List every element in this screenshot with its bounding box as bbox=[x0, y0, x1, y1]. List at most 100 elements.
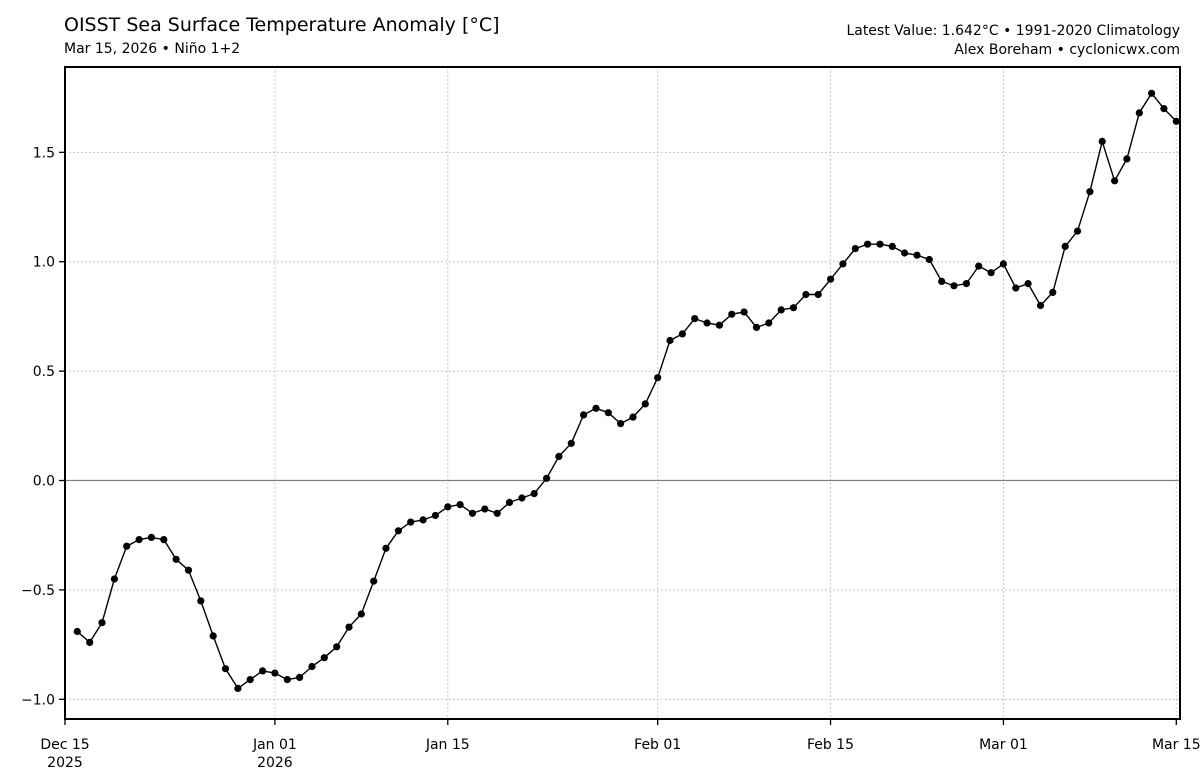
data-point bbox=[1098, 137, 1106, 145]
data-point bbox=[481, 505, 489, 513]
data-point bbox=[827, 275, 835, 283]
data-point bbox=[1135, 109, 1143, 117]
data-point bbox=[654, 374, 662, 382]
data-point bbox=[543, 474, 551, 482]
data-point bbox=[950, 282, 958, 290]
data-point bbox=[604, 409, 612, 417]
data-point bbox=[296, 673, 304, 682]
y-tick-label: 1.0 bbox=[33, 255, 55, 271]
data-point bbox=[518, 494, 526, 502]
data-point bbox=[728, 310, 736, 318]
data-point bbox=[851, 245, 859, 253]
data-point bbox=[703, 319, 711, 327]
x-tick-label: Jan 01 bbox=[252, 737, 297, 753]
data-point bbox=[555, 452, 563, 460]
data-point bbox=[160, 536, 168, 544]
data-point bbox=[407, 518, 415, 526]
data-point bbox=[925, 255, 933, 264]
y-tick-label: −1.0 bbox=[21, 692, 55, 708]
plot-frame bbox=[64, 66, 1181, 720]
data-point bbox=[1160, 105, 1168, 113]
data-point bbox=[73, 627, 81, 636]
data-point bbox=[1012, 284, 1020, 292]
data-point bbox=[617, 420, 625, 428]
data-point bbox=[345, 623, 353, 631]
data-point bbox=[505, 498, 514, 506]
data-point bbox=[975, 262, 983, 270]
data-point bbox=[86, 638, 94, 647]
grid-lines bbox=[65, 67, 1180, 719]
data-point bbox=[197, 597, 205, 605]
data-point bbox=[98, 619, 106, 627]
data-point bbox=[382, 544, 390, 552]
data-point bbox=[110, 575, 118, 583]
data-point bbox=[765, 319, 773, 327]
data-point bbox=[888, 242, 896, 250]
x-tick-label: Feb 15 bbox=[807, 737, 854, 753]
data-point bbox=[431, 511, 439, 520]
data-point bbox=[493, 509, 501, 517]
data-point bbox=[752, 323, 761, 331]
data-point bbox=[962, 280, 971, 288]
y-tick-label: 1.5 bbox=[33, 145, 55, 161]
data-point bbox=[1148, 89, 1156, 97]
data-point bbox=[567, 439, 575, 447]
series-line bbox=[76, 92, 1177, 690]
data-point bbox=[592, 404, 600, 412]
data-point bbox=[987, 269, 995, 277]
x-tick-year-label: 2026 bbox=[257, 755, 293, 771]
data-point bbox=[234, 684, 242, 693]
y-tick-label: −0.5 bbox=[21, 583, 55, 599]
data-point bbox=[123, 542, 131, 550]
data-point bbox=[1024, 280, 1032, 288]
data-point bbox=[802, 290, 810, 299]
data-point bbox=[1061, 242, 1069, 250]
x-tick-year-label: 2025 bbox=[47, 755, 83, 771]
x-tick-label: Mar 15 bbox=[1152, 737, 1200, 753]
data-point bbox=[691, 315, 699, 323]
x-tick-label: Feb 01 bbox=[634, 737, 681, 753]
data-point bbox=[777, 306, 785, 314]
data-point bbox=[715, 321, 724, 329]
data-point bbox=[308, 662, 316, 671]
data-point bbox=[814, 290, 822, 299]
data-point bbox=[839, 260, 847, 268]
data-point bbox=[468, 509, 477, 517]
data-point bbox=[641, 400, 649, 408]
chart-title: OISST Sea Surface Temperature Anomaly [°… bbox=[64, 14, 500, 36]
data-point bbox=[678, 330, 687, 338]
data-point bbox=[1036, 301, 1045, 310]
data-point bbox=[666, 336, 674, 345]
series-polyline bbox=[76, 92, 1177, 690]
x-tick-label: Mar 01 bbox=[979, 737, 1028, 753]
data-point bbox=[938, 277, 946, 285]
data-point bbox=[913, 251, 921, 259]
x-tick-label: Dec 15 bbox=[40, 737, 89, 753]
data-point bbox=[419, 516, 427, 524]
x-tick-label: Jan 15 bbox=[425, 737, 470, 753]
y-tick-label: 0.0 bbox=[33, 474, 55, 490]
data-point bbox=[876, 240, 884, 248]
data-point bbox=[320, 654, 328, 662]
y-tick-label: 0.5 bbox=[33, 364, 55, 380]
credit-text: Alex Boreham • cyclonicwx.com bbox=[954, 42, 1180, 58]
data-point bbox=[901, 249, 909, 257]
data-point bbox=[1049, 288, 1057, 296]
data-point bbox=[530, 490, 538, 498]
data-point bbox=[629, 413, 637, 421]
data-point bbox=[740, 308, 748, 316]
data-point bbox=[394, 527, 402, 535]
data-point bbox=[283, 676, 291, 684]
data-point bbox=[999, 260, 1008, 268]
data-point bbox=[1073, 227, 1082, 235]
latest-value-text: Latest Value: 1.642°C • 1991-2020 Climat… bbox=[846, 23, 1180, 39]
data-point bbox=[172, 555, 180, 563]
data-point bbox=[184, 566, 193, 574]
data-point bbox=[580, 411, 588, 419]
data-point bbox=[135, 536, 143, 544]
data-point bbox=[259, 667, 267, 675]
data-point bbox=[789, 304, 798, 312]
axes-ticks: 1.5 1.0 0.5 0.0 −0.5 −1.0 Dec 15 2025 Jan 01 2026… bbox=[21, 145, 1200, 771]
data-point bbox=[1123, 155, 1131, 163]
